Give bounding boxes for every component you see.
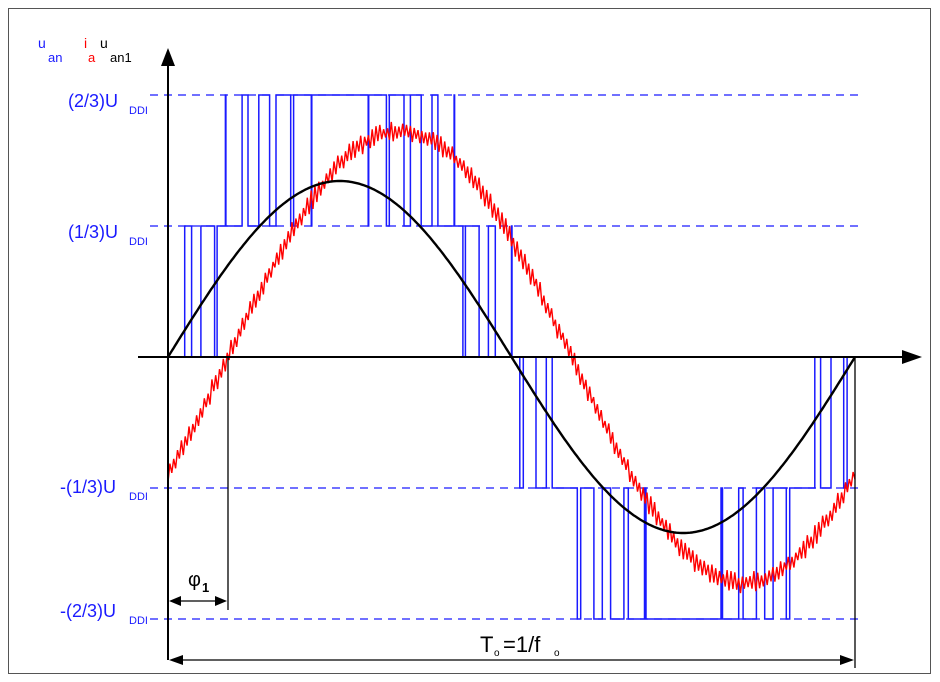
level-label-m1-3: -(1/3)U DDI: [60, 477, 148, 503]
period-label: T o =1/f o: [480, 632, 560, 659]
phase-current-waveform: [167, 121, 856, 594]
svg-text:DDI: DDI: [129, 105, 148, 117]
svg-text:o: o: [494, 648, 500, 659]
phi-arrow-right-icon: [215, 596, 227, 606]
svg-text:o: o: [554, 648, 560, 659]
u-letter: u: [38, 35, 46, 51]
svg-text:-(2/3)U: -(2/3)U: [60, 601, 116, 621]
phi-arrow-left-icon: [169, 596, 181, 606]
i-subscript-a: a: [88, 50, 96, 65]
pwm-voltage-path: [168, 94, 855, 620]
u-subscript-an: an: [48, 50, 62, 65]
figure-frame: [8, 8, 931, 674]
level-label-1-3: (1/3)U DDI: [68, 222, 148, 248]
svg-text:φ: φ: [188, 569, 201, 591]
u1-letter: u: [100, 35, 108, 51]
y-axis-arrow-icon: [161, 48, 175, 66]
u1-subscript-an1: an1: [110, 50, 132, 65]
svg-text:DDI: DDI: [129, 615, 148, 627]
svg-text:(1/3)U: (1/3)U: [68, 222, 118, 242]
svg-text:-(1/3)U: -(1/3)U: [60, 477, 116, 497]
svg-text:(2/3)U: (2/3)U: [68, 91, 118, 111]
svg-text:=1/f: =1/f: [503, 632, 541, 657]
period-arrow-right-icon: [840, 655, 854, 665]
svg-text:1: 1: [202, 580, 209, 595]
i-letter: i: [84, 35, 87, 51]
svg-text:T: T: [480, 632, 493, 657]
level-label-2-3: (2/3)U DDI: [68, 91, 148, 117]
pwm-voltage-waveform: [168, 94, 855, 620]
y-axis-legend-label: u an i a u an1: [38, 35, 132, 65]
x-axis-arrow-icon: [902, 350, 922, 364]
period-arrow-left-icon: [169, 655, 183, 665]
svg-text:DDI: DDI: [129, 236, 148, 248]
level-label-m2-3: -(2/3)U DDI: [60, 601, 148, 627]
svg-text:DDI: DDI: [129, 491, 148, 503]
phi-label: φ 1: [188, 569, 209, 595]
